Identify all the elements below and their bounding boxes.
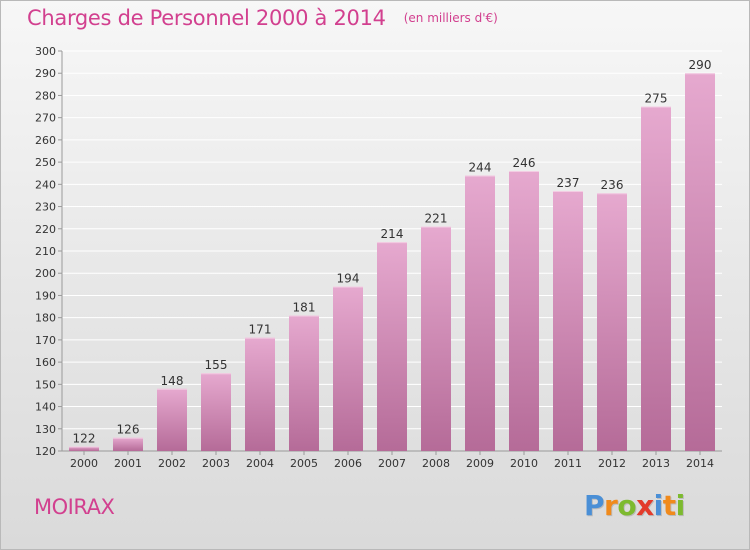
data-label: 290 <box>689 58 712 72</box>
data-label: 122 <box>73 432 96 446</box>
x-tick-label: 2001 <box>114 457 142 470</box>
data-label: 244 <box>469 160 492 174</box>
y-tick-label: 200 <box>35 267 56 280</box>
y-tick-label: 170 <box>35 334 56 347</box>
x-tick-label: 2014 <box>686 457 714 470</box>
commune-name: MOIRAX <box>34 495 115 519</box>
y-tick-label: 190 <box>35 289 56 302</box>
data-label: 171 <box>249 323 272 337</box>
chart-title: Charges de Personnel 2000 à 2014 <box>27 6 386 30</box>
bar <box>465 175 495 451</box>
y-tick-label: 240 <box>35 178 56 191</box>
bar <box>597 193 627 451</box>
data-label: 148 <box>161 374 184 388</box>
y-tick-label: 120 <box>35 445 56 458</box>
labels: 120 130 140 150 160 170 180 190 200 210 220 230 240 2… <box>35 45 714 470</box>
x-tick-label: 2005 <box>290 457 318 470</box>
x-tick-label: 2000 <box>70 457 98 470</box>
x-tick-label: 2010 <box>510 457 538 470</box>
y-tick-label: 180 <box>35 312 56 325</box>
bar <box>685 73 715 451</box>
x-tick-label: 2008 <box>422 457 450 470</box>
y-tick-label: 130 <box>35 423 56 436</box>
data-label: 214 <box>381 227 404 241</box>
bar <box>289 315 319 451</box>
proxiti-logo: Proxiti <box>584 489 685 522</box>
logo-letter: i <box>653 489 664 522</box>
bar <box>69 446 99 451</box>
y-tick-label: 250 <box>35 156 56 169</box>
x-tick-label: 2004 <box>246 457 274 470</box>
y-tick-label: 260 <box>35 134 56 147</box>
y-tick-label: 300 <box>35 45 56 58</box>
y-tick-label: 280 <box>35 89 56 102</box>
bar <box>641 106 671 452</box>
title-row: Charges de Personnel 2000 à 2014 (en mill… <box>27 6 498 30</box>
y-tick-label: 220 <box>35 223 56 236</box>
x-tick-label: 2009 <box>466 457 494 470</box>
x-tick-label: 2006 <box>334 457 362 470</box>
y-tick-label: 160 <box>35 356 56 369</box>
bar <box>201 373 231 451</box>
bar <box>421 226 451 451</box>
bar <box>509 171 539 451</box>
x-tick-label: 2003 <box>202 457 230 470</box>
y-tick-label: 290 <box>35 67 56 80</box>
logo-letter: t <box>662 489 676 522</box>
x-tick-label: 2007 <box>378 457 406 470</box>
bar <box>113 437 143 451</box>
y-tick-label: 210 <box>35 245 56 258</box>
data-label: 126 <box>117 423 140 437</box>
data-label: 246 <box>513 156 536 170</box>
y-tick-label: 230 <box>35 201 56 214</box>
logo-letter: o <box>617 489 637 522</box>
logo-letter: r <box>604 489 618 522</box>
data-label: 237 <box>557 176 580 190</box>
data-label: 181 <box>293 300 316 314</box>
logo-letter: i <box>675 489 686 522</box>
bar <box>245 337 275 451</box>
y-tick-label: 150 <box>35 378 56 391</box>
logo-letter: P <box>584 489 605 522</box>
bars <box>69 73 715 452</box>
bar <box>157 388 187 451</box>
data-label: 236 <box>601 178 624 192</box>
data-label: 155 <box>205 358 228 372</box>
y-tick-label: 140 <box>35 401 56 414</box>
bar <box>333 286 363 451</box>
data-label: 194 <box>337 272 360 286</box>
x-tick-label: 2002 <box>158 457 186 470</box>
x-tick-label: 2012 <box>598 457 626 470</box>
x-tick-label: 2011 <box>554 457 582 470</box>
data-label: 275 <box>645 92 668 106</box>
bar <box>553 191 583 451</box>
bar <box>377 242 407 451</box>
chart-subtitle: (en milliers d'€) <box>403 11 498 25</box>
data-label: 221 <box>425 212 448 226</box>
x-tick-label: 2013 <box>642 457 670 470</box>
y-tick-label: 270 <box>35 112 56 125</box>
logo-letter: x <box>636 489 654 522</box>
